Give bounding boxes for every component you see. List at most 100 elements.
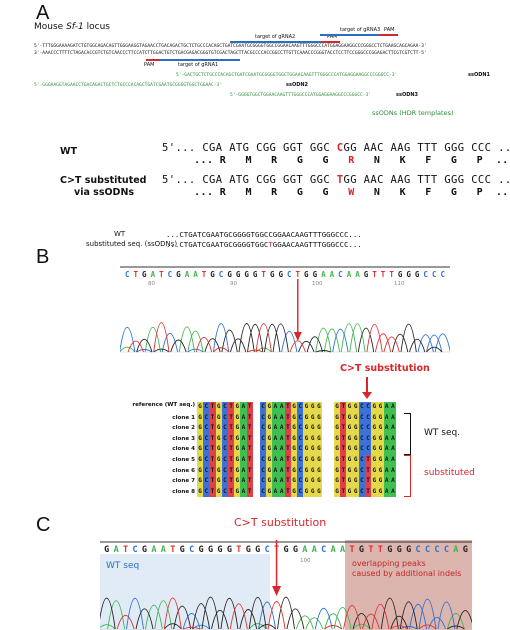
- chromatogram-b: C T G A T C G A A T G C G G G G T G G C T G G A A C A A G T T T G G G C C C80…: [120, 266, 450, 353]
- alignment-cell: T: [228, 455, 235, 466]
- alignment-cell: G: [291, 465, 298, 477]
- sub-seq-mut: T: [336, 174, 344, 186]
- b-wt-seq: ...CTGATCGAATGCGGGGTGGCCGGAACAAGTTTGGGCC…: [166, 230, 362, 239]
- c-wt-seq-label: WT seq: [106, 561, 139, 571]
- alignment-cell: T: [209, 444, 216, 455]
- alignment-cell: A: [389, 465, 396, 477]
- b-trace-base: C: [125, 270, 130, 279]
- alignment-cell: G: [234, 486, 241, 498]
- c-trace-base: C: [416, 545, 421, 555]
- alignment-cell: A: [389, 486, 396, 498]
- alignment-cell: A: [383, 433, 390, 445]
- alignment-cell: G: [234, 423, 241, 434]
- b-trace-base: G: [364, 270, 369, 279]
- alignment-cell: G: [352, 433, 359, 445]
- target-grna1-label: target of gRNA1: [178, 62, 219, 68]
- alignment-cell: C: [358, 476, 365, 487]
- alignment-cell: G: [266, 465, 273, 477]
- alignment-cell: T: [228, 423, 235, 434]
- wt-aa-seq: ... R M R G G R N K F G P ...: [162, 155, 510, 166]
- b-sub-label: substituted seq. (ssODNs): [86, 240, 178, 248]
- alignment-cell: C: [221, 412, 228, 424]
- b-trace-base: T: [261, 270, 266, 279]
- clone-label: clone 3: [172, 435, 195, 442]
- c-trace-base: A: [331, 545, 336, 555]
- alignment-cell: A: [272, 433, 279, 445]
- alignment-cell: G: [346, 423, 353, 434]
- c-mutation-arrowhead: [272, 586, 282, 596]
- wt-seq-pre: 5'... CGA ATG CGG GGT GGC: [162, 142, 337, 154]
- alignment-cell: G: [291, 423, 298, 434]
- alignment-cell: A: [383, 423, 390, 434]
- target-grna2-label: target of gRNA2: [255, 34, 296, 40]
- substituted-label-1: C>T substituted: [60, 175, 147, 186]
- b-trace-base: A: [347, 270, 352, 279]
- c-trace-base: G: [199, 545, 204, 555]
- panel-c-letter: C: [36, 514, 51, 536]
- alignment-cell: G: [371, 412, 378, 424]
- c-substitution-label: C>T substitution: [234, 516, 327, 529]
- alignment-cell: G: [234, 476, 241, 487]
- pam-label-top1: PAM: [384, 27, 395, 33]
- c-trace-base: A: [302, 545, 307, 555]
- alignment-cell: T: [209, 433, 216, 445]
- alignment-cell: C: [297, 455, 304, 466]
- alignment-cell: G: [309, 402, 316, 413]
- alignment-cell: T: [209, 486, 216, 498]
- c-trace-base: C: [321, 545, 326, 555]
- clone-label: clone 2: [172, 425, 195, 432]
- alignment-cell: C: [297, 402, 304, 413]
- alignment-cell: C: [221, 476, 228, 487]
- alignment-cell: G: [197, 486, 204, 498]
- alignment-cell: T: [246, 423, 253, 434]
- locus-prefix: Mouse: [34, 22, 67, 32]
- c-trace-base: A: [453, 545, 458, 555]
- alignment-cell: G: [377, 402, 384, 413]
- c-overlap-label-2: caused by additional indels: [352, 569, 461, 578]
- c-trace-base: G: [208, 545, 213, 555]
- b-trace-base: G: [304, 270, 309, 279]
- alignment-cell: G: [377, 465, 384, 477]
- clone-label: clone 4: [172, 446, 195, 453]
- trace-g: [100, 596, 472, 630]
- alignment-cell: C: [297, 486, 304, 498]
- sub-seq-pre: 5'... CGA ATG CGG GGT GGC: [162, 174, 337, 186]
- alignment-cell: C: [221, 486, 228, 498]
- alignment-cell: A: [240, 423, 247, 434]
- wt-seq-post: GG AAC AAG TTT GGG CCC ...3': [343, 142, 510, 154]
- clone-label: clone 6: [172, 467, 195, 474]
- alignment-cell: G: [266, 476, 273, 487]
- chromatogram-c: GATCGAATGCGGGGTGGCTGGAACAATGTTGGGCCCCAG1…: [100, 540, 472, 630]
- c-trace-base: G: [227, 545, 232, 555]
- alignment-cell: T: [284, 465, 291, 477]
- alignment-cell: T: [228, 465, 235, 477]
- alignment-cell: T: [246, 444, 253, 455]
- alignment-cell: G: [309, 444, 316, 455]
- alignment-cell: G: [309, 423, 316, 434]
- alignment-cell: C: [358, 486, 365, 498]
- alignment-cell: G: [197, 402, 204, 413]
- alignment-cell: T: [228, 476, 235, 487]
- alignment-cell: G: [352, 412, 359, 424]
- b-sub-pre: ...CTGATCGAATGCGGGGTGGC: [166, 240, 269, 249]
- alignment-cell: G: [215, 476, 222, 487]
- alignment-cell: T: [365, 486, 372, 498]
- alignment-cell: A: [240, 455, 247, 466]
- ssodn3-label: ssODN3: [396, 92, 419, 98]
- c-trace-base: G: [283, 545, 288, 555]
- alignment-cell: A: [383, 402, 390, 413]
- substituted-label-2: via ssODNs: [74, 187, 135, 198]
- alignment-cell: A: [389, 444, 396, 455]
- c-trace-base: G: [246, 545, 251, 555]
- alignment-cell: G: [234, 433, 241, 445]
- wt-seq-mut: C: [336, 142, 344, 154]
- alignment-cell: G: [315, 476, 322, 487]
- alignment-cell: G: [334, 455, 341, 466]
- alignment-cell: T: [340, 423, 347, 434]
- sub-group-label: substituted: [424, 468, 475, 478]
- alignment-cell: T: [246, 402, 253, 413]
- alignment-cell: G: [346, 444, 353, 455]
- alignment-cell: G: [346, 402, 353, 413]
- alignment-cell: T: [246, 476, 253, 487]
- alignment-cell: T: [340, 465, 347, 477]
